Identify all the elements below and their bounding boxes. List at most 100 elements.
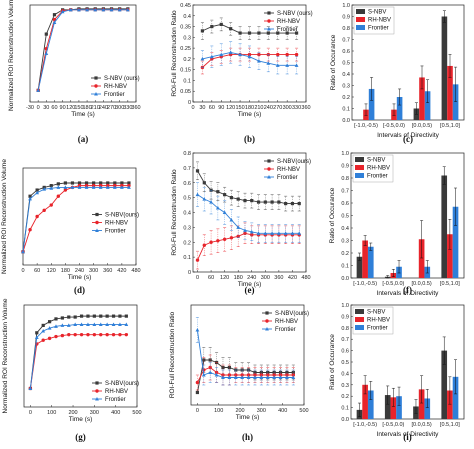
data-point	[222, 210, 227, 214]
y-tick-label: 0.3	[342, 84, 350, 90]
data-point	[227, 375, 232, 379]
x-tick-label: 120	[226, 105, 235, 111]
data-point	[247, 31, 252, 35]
plot-frame	[190, 304, 305, 406]
data-point	[60, 9, 65, 14]
legend-label: RH-NBV	[275, 319, 298, 325]
category-label: [-0.5,0.0)	[382, 422, 404, 428]
bar-frontier	[367, 390, 374, 419]
legend: S-NBV(ours) RH-NBV Frontier	[262, 311, 309, 333]
x-tick-label: 240	[75, 268, 84, 274]
y-tick-label: 0.5	[341, 214, 349, 220]
legend-label: RH-NBV	[367, 166, 390, 172]
x-tick-label: 420	[288, 275, 297, 281]
data-point	[79, 332, 84, 337]
data-point	[257, 31, 261, 35]
x-tick-label: 180	[245, 105, 254, 111]
data-point	[86, 314, 90, 318]
data-point	[257, 59, 261, 63]
bar-frontier	[452, 206, 459, 278]
legend-label: Frontier	[367, 174, 388, 180]
data-point	[263, 231, 268, 235]
data-point	[41, 323, 45, 327]
data-point	[294, 52, 299, 57]
y-tick-label: 0.8	[341, 326, 349, 332]
series-line	[29, 324, 127, 389]
bar-rh-nbv	[419, 77, 425, 120]
legend-label: S-NBV(ours)	[275, 311, 309, 317]
bar-frontier	[367, 246, 374, 278]
x-tick-label: 100	[47, 410, 56, 416]
data-point	[47, 320, 52, 324]
y-tick-label: 0.2	[183, 240, 191, 246]
panel-label: (e)	[245, 285, 255, 295]
x-tick-label: 0	[29, 410, 32, 416]
legend-label: RH-NBV	[105, 221, 128, 227]
data-point	[195, 380, 200, 385]
legend-label: Frontier	[105, 229, 126, 235]
y-tick-label: 0.8	[183, 151, 191, 157]
legend-marker	[267, 11, 271, 15]
x-tick-label: 500	[299, 408, 308, 414]
x-tick-label: 360	[274, 275, 283, 281]
data-point	[253, 375, 257, 379]
data-point	[202, 243, 206, 247]
legend-label: RH-NBV	[367, 318, 390, 324]
chart-panel-c: 0.0 0.1 0.2 0.3 0.4 0.5 0.6 0.7 0.8 0.9 1.0 Interva…	[330, 3, 465, 144]
data-point	[202, 197, 207, 201]
y-tick-label: 0.7	[342, 38, 350, 44]
category-label: [-0.5,0.0)	[383, 123, 405, 129]
y-tick-label: 0.9	[341, 164, 349, 170]
data-point	[54, 324, 58, 328]
data-point	[70, 181, 75, 185]
data-point	[297, 231, 302, 235]
data-point	[68, 7, 73, 12]
x-tick-label: 210	[91, 105, 100, 111]
data-point	[92, 181, 96, 185]
y-tick-label: 0.6	[342, 49, 350, 55]
y-tick-label: 0.3	[341, 239, 349, 245]
data-point	[127, 181, 131, 185]
y-axis-label: Normalized ROI Reconstruction Volume	[2, 298, 9, 413]
data-point	[63, 188, 68, 192]
data-point	[34, 335, 39, 339]
data-point	[111, 332, 116, 337]
data-point	[236, 234, 240, 238]
y-tick-label: 0.5	[341, 360, 349, 366]
x-tick-label: 210	[254, 105, 263, 111]
y-tick-label: 0.35	[180, 25, 191, 31]
y-tick-label: 0.0	[341, 276, 349, 282]
data-point	[266, 61, 271, 65]
data-point	[105, 185, 110, 189]
series-s-nbv-ours-	[200, 17, 299, 40]
data-point	[113, 181, 117, 185]
plot-frame	[29, 4, 137, 103]
y-tick-label: 0.8	[341, 176, 349, 182]
data-point	[125, 7, 130, 12]
chart-panel-g: Time (s) Normalized ROI Reconstruction Vo…	[2, 298, 142, 442]
bar-frontier	[452, 376, 459, 419]
data-point	[265, 375, 270, 379]
x-tick-label: 240	[264, 105, 273, 111]
data-point	[275, 63, 280, 67]
legend-marker	[94, 76, 98, 80]
legend-swatch	[355, 325, 364, 330]
legend-label: Frontier	[275, 327, 296, 333]
legend-swatch	[356, 17, 365, 22]
data-point	[44, 51, 49, 55]
data-point	[243, 199, 247, 203]
plot-frame	[23, 304, 138, 408]
data-point	[105, 314, 109, 318]
legend-marker	[94, 84, 98, 88]
legend-marker	[265, 327, 269, 331]
legend-label: S-NBV	[368, 10, 386, 16]
data-point	[118, 322, 122, 326]
panel-label: (i)	[403, 432, 412, 442]
legend-marker	[265, 319, 269, 323]
legend-marker	[267, 19, 271, 23]
data-point	[73, 322, 78, 326]
data-point	[98, 322, 103, 326]
y-tick-label: 0.2	[183, 57, 191, 63]
y-axis-label: Normalized ROI Reconstruction Volume	[1, 159, 8, 274]
